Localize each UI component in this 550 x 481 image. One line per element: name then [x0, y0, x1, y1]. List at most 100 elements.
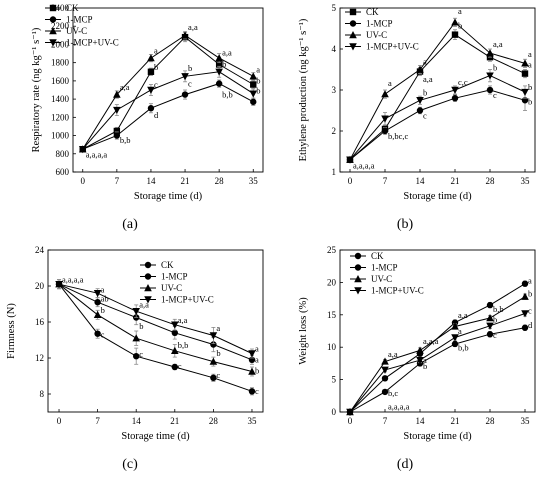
x-tick-label: 28: [215, 176, 225, 186]
significance-label: c: [178, 361, 182, 371]
data-point: [486, 49, 494, 57]
data-point: [381, 375, 389, 382]
data-point: [147, 105, 155, 112]
y-tick-label: 1000: [51, 131, 70, 141]
data-point: [113, 90, 121, 98]
series-line: [349, 75, 526, 161]
legend-label: CK: [366, 7, 379, 17]
y-axis-title: Weight loss (%): [298, 297, 309, 365]
y-tick-label: 24: [35, 245, 45, 255]
chart-panel-2: 0 7 14 21 28 35 1 2 3 4 5 Storage time (d) Ethylene …: [298, 3, 536, 232]
data-point: [416, 356, 424, 365]
significance-label: c: [493, 90, 497, 100]
data-point: [346, 156, 354, 164]
significance-label: a,a,a,a: [388, 401, 410, 411]
y-tick-label: 20: [35, 281, 45, 291]
data-point: [486, 86, 494, 94]
data-point: [147, 86, 155, 94]
series-uv-c: [55, 279, 256, 377]
data-point: [486, 322, 494, 330]
series-1-mcp-uv-c: [346, 310, 529, 416]
y-tick-label: 4: [332, 44, 337, 54]
legend-marker: [144, 296, 152, 304]
y-tick-label: 8: [40, 389, 45, 399]
series-line: [82, 34, 254, 150]
series-line: [349, 296, 526, 413]
legend-marker: [349, 43, 357, 51]
x-tick-label: 0: [348, 176, 353, 186]
significance-label: b: [423, 361, 427, 371]
legend-label: UV-C: [66, 26, 87, 36]
data-point: [249, 72, 258, 80]
data-point: [486, 301, 494, 309]
data-point: [209, 357, 218, 365]
significance-label: d: [154, 110, 159, 120]
significance-label: a,a: [139, 300, 149, 310]
significance-label: ab: [101, 293, 109, 303]
x-tick-label: 0: [80, 176, 85, 186]
significance-label: c: [255, 386, 259, 396]
legend-marker: [144, 273, 152, 280]
data-point: [381, 115, 389, 123]
y-tick-label: 16: [35, 317, 45, 327]
significance-label: b,b: [222, 89, 233, 99]
data-point: [381, 127, 389, 135]
data-point: [181, 73, 189, 81]
significance-label: b: [528, 289, 532, 299]
significance-label: b: [528, 96, 532, 106]
y-tick-label: 1800: [51, 58, 70, 68]
legend-marker: [49, 16, 57, 23]
y-tick-label: 12: [35, 353, 44, 363]
y-axis-title: Respiratory rate (ng kg⁻¹ s⁻¹): [31, 27, 42, 152]
data-point: [521, 59, 529, 67]
x-tick-label: 7: [383, 176, 388, 186]
legend-label: 1-MCP+UV-C: [161, 295, 214, 305]
significance-label: a,a: [423, 74, 433, 84]
panel-label: (b): [397, 217, 414, 232]
significance-label: d: [528, 320, 533, 330]
data-point: [113, 132, 121, 139]
significance-label: b: [528, 82, 532, 92]
series-ck: [346, 280, 529, 416]
x-tick-label: 0: [57, 416, 62, 426]
significance-label: c: [188, 78, 192, 88]
significance-label: b,b: [458, 342, 469, 352]
data-point: [486, 331, 494, 338]
significance-label: a,a: [388, 349, 398, 359]
data-point: [171, 363, 178, 371]
data-point: [210, 374, 217, 381]
data-point: [521, 310, 529, 318]
significance-label: a,a,a,a: [86, 149, 108, 159]
significance-label: a: [255, 355, 259, 365]
series-1-mcp-uv-c: [78, 65, 258, 154]
data-point: [215, 54, 223, 62]
legend-label: UV-C: [371, 274, 392, 284]
legend-label: CK: [371, 251, 384, 261]
significance-label: c: [154, 79, 158, 89]
x-tick-label: 21: [451, 176, 460, 186]
data-point: [94, 299, 101, 306]
x-tick-label: 7: [383, 416, 388, 426]
x-axis-title: Storage time (d): [134, 191, 203, 202]
significance-label: a: [255, 344, 259, 354]
significance-label: b: [493, 315, 497, 325]
data-point: [181, 91, 189, 98]
y-tick-label: 5: [332, 3, 337, 13]
series-line: [349, 34, 526, 161]
significance-label: a: [458, 6, 462, 16]
data-point: [250, 81, 257, 88]
significance-label: b: [458, 21, 462, 31]
y-tick-label: 25: [327, 245, 337, 255]
x-tick-label: 35: [521, 176, 531, 186]
legend-label: 1-MCP: [66, 15, 93, 25]
y-tick-label: 2000: [51, 39, 70, 49]
data-point: [381, 366, 389, 374]
series-uv-c: [346, 292, 529, 416]
chart-panel-3: 0 7 14 21 28 35 8 12 16 20 24 Storage time (d) Firmn…: [6, 245, 264, 472]
y-tick-label: 5: [332, 375, 337, 385]
data-point: [416, 97, 424, 105]
significance-label: c: [216, 370, 220, 380]
x-tick-label: 35: [247, 416, 257, 426]
significance-label: a,a: [178, 315, 188, 325]
